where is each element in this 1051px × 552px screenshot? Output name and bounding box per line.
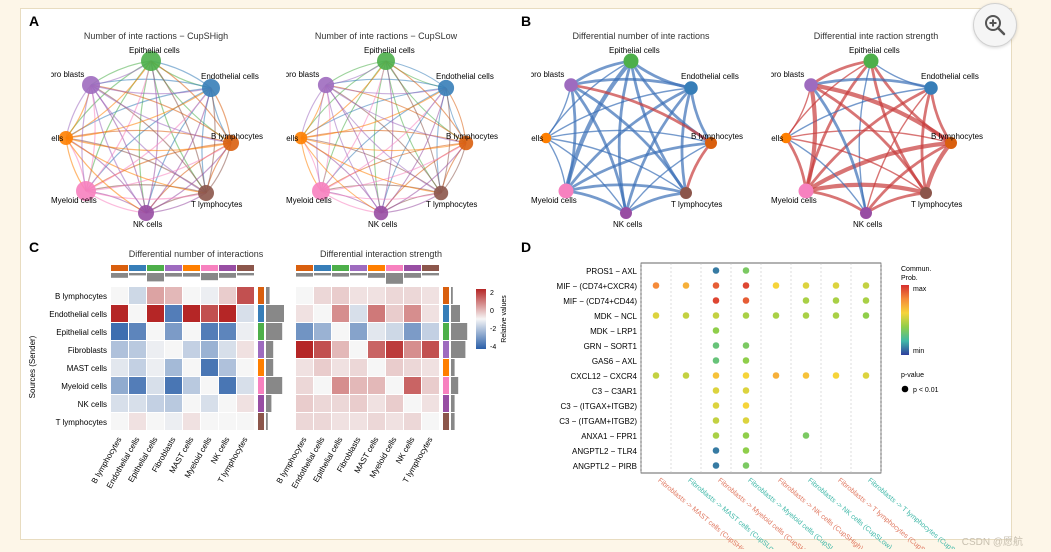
svg-text:Epithelial cells: Epithelial cells — [849, 46, 900, 55]
svg-text:p-value: p-value — [901, 372, 924, 379]
svg-text:MAST cells: MAST cells — [286, 134, 298, 143]
svg-text:Myeloid cells: Myeloid cells — [51, 196, 97, 205]
svg-text:C3 − C3AR1: C3 − C3AR1 — [592, 387, 638, 396]
svg-text:Epithelial cells: Epithelial cells — [364, 46, 415, 55]
svg-text:B lymphocytes: B lymphocytes — [931, 132, 983, 141]
svg-text:p < 0.01: p < 0.01 — [913, 387, 939, 394]
svg-text:CXCL12 − CXCR4: CXCL12 − CXCR4 — [571, 372, 638, 381]
svg-text:MAST cells: MAST cells — [67, 364, 107, 373]
dotplot-d: PROS1 − AXL MIF − (CD74+CXCR4) MIF − (CD74… — [531, 249, 1011, 549]
svg-text:-4: -4 — [490, 344, 496, 351]
svg-text:MIF − (CD74+CXCR4): MIF − (CD74+CXCR4) — [557, 282, 638, 291]
svg-text:Fibro blasts: Fibro blasts — [51, 70, 84, 79]
network-a2: Epithelial cells Endothelial cells B lymph… — [286, 43, 516, 243]
svg-text:Fibro blasts: Fibro blasts — [531, 70, 564, 79]
svg-text:MAST cells: MAST cells — [771, 134, 783, 143]
svg-text:T lymphocytes: T lymphocytes — [671, 200, 722, 209]
svg-text:Endothelial cells: Endothelial cells — [681, 72, 739, 81]
subtitle-b2: Differential inte raction strength — [771, 31, 981, 41]
svg-text:NK cells: NK cells — [613, 220, 642, 229]
svg-text:Endothelial cells: Endothelial cells — [436, 72, 494, 81]
svg-text:GRN − SORT1: GRN − SORT1 — [584, 342, 638, 351]
panel-label-a: A — [29, 13, 39, 29]
svg-text:PROS1 − AXL: PROS1 − AXL — [586, 267, 637, 276]
svg-text:B lymphocytes: B lymphocytes — [691, 132, 743, 141]
svg-text:0: 0 — [490, 308, 494, 315]
svg-text:Epithelial cells: Epithelial cells — [609, 46, 660, 55]
subtitle-b1: Differential number of inte ractions — [531, 31, 751, 41]
svg-text:T lymphocytes: T lymphocytes — [191, 200, 242, 209]
svg-text:MDK − NCL: MDK − NCL — [594, 312, 637, 321]
svg-text:Epithelial cells: Epithelial cells — [56, 328, 107, 337]
svg-text:ANGPTL2 − TLR4: ANGPTL2 − TLR4 — [572, 447, 638, 456]
svg-text:B lymphocytes: B lymphocytes — [446, 132, 498, 141]
svg-text:Myeloid cells: Myeloid cells — [286, 196, 332, 205]
svg-text:-2: -2 — [490, 326, 496, 333]
figure-container: A B C D Number of inte ractions − CupSHi… — [20, 8, 1012, 540]
svg-text:C3 − (ITGAX+ITGB2): C3 − (ITGAX+ITGB2) — [561, 402, 638, 411]
svg-text:T lymphocytes: T lymphocytes — [56, 418, 107, 427]
svg-text:Fibro blasts: Fibro blasts — [286, 70, 319, 79]
svg-text:NK cells: NK cells — [368, 220, 397, 229]
svg-text:Endothelial cells: Endothelial cells — [921, 72, 979, 81]
svg-text:T lymphocytes: T lymphocytes — [911, 200, 962, 209]
svg-text:NK cells: NK cells — [78, 400, 107, 409]
svg-text:Fibro blasts: Fibro blasts — [771, 70, 804, 79]
svg-text:max: max — [913, 286, 927, 293]
svg-text:NK cells: NK cells — [133, 220, 162, 229]
network-a1: Epithelial cells Endothelial cells B lymph… — [51, 43, 281, 243]
svg-text:ANGPTL2 − PIRB: ANGPTL2 − PIRB — [573, 462, 637, 471]
panel-label-d: D — [521, 239, 531, 255]
heatmap-c: B lymphocytes Endothelial cells Epithelial… — [21, 259, 521, 549]
svg-text:Commun.: Commun. — [901, 266, 931, 273]
svg-text:2: 2 — [490, 290, 494, 297]
svg-text:B lymphocytes: B lymphocytes — [211, 132, 263, 141]
network-b1: Epithelial cells Endothelial cells B lymph… — [531, 43, 761, 243]
svg-text:Endothelial cells: Endothelial cells — [201, 72, 259, 81]
svg-text:Fibroblasts: Fibroblasts — [68, 346, 107, 355]
svg-text:C3 − (ITGAM+ITGB2): C3 − (ITGAM+ITGB2) — [559, 417, 637, 426]
svg-text:B lymphocytes: B lymphocytes — [55, 292, 107, 301]
svg-text:Myeloid cells: Myeloid cells — [61, 382, 107, 391]
panel-label-c: C — [29, 239, 39, 255]
svg-text:Relative values: Relative values — [501, 295, 508, 343]
heatmap-title-2: Differential interaction strength — [296, 249, 466, 259]
svg-text:Myeloid cells: Myeloid cells — [531, 196, 577, 205]
subtitle-a2: Number of inte ractions − CupSLow — [281, 31, 491, 41]
watermark: CSDN @愿航 — [962, 533, 1023, 548]
svg-text:Prob.: Prob. — [901, 275, 918, 282]
network-b2: Epithelial cells Endothelial cells B lymph… — [771, 43, 1001, 243]
svg-text:MDK − LRP1: MDK − LRP1 — [590, 327, 637, 336]
svg-text:MAST cells: MAST cells — [531, 134, 543, 143]
svg-text:NK cells: NK cells — [853, 220, 882, 229]
svg-text:min: min — [913, 348, 924, 355]
zoom-in-icon — [983, 13, 1007, 37]
svg-text:MAST cells: MAST cells — [51, 134, 63, 143]
svg-text:T lymphocytes: T lymphocytes — [426, 200, 477, 209]
panel-label-b: B — [521, 13, 531, 29]
svg-text:Epithelial cells: Epithelial cells — [129, 46, 180, 55]
svg-text:Endothelial cells: Endothelial cells — [49, 310, 107, 319]
svg-text:ANXA1 − FPR1: ANXA1 − FPR1 — [581, 432, 637, 441]
svg-text:Sources (Sender): Sources (Sender) — [28, 335, 37, 398]
subtitle-a1: Number of inte ractions − CupSHigh — [51, 31, 261, 41]
svg-text:MIF − (CD74+CD44): MIF − (CD74+CD44) — [563, 297, 637, 306]
heatmap-title-1: Differential number of interactions — [111, 249, 281, 259]
svg-text:GAS6 − AXL: GAS6 − AXL — [592, 357, 638, 366]
svg-text:Myeloid cells: Myeloid cells — [771, 196, 817, 205]
